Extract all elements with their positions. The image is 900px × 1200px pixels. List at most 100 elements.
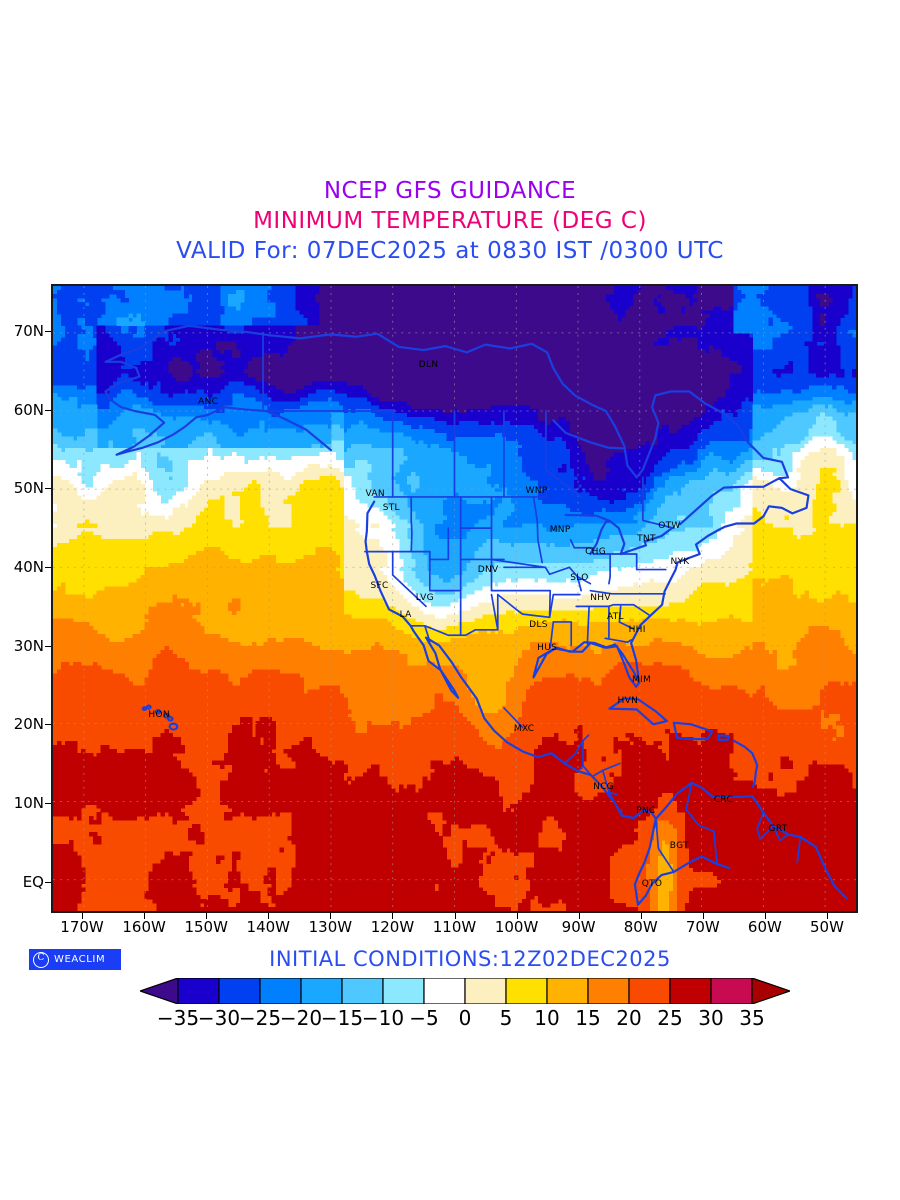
- x-tick: [144, 913, 146, 919]
- y-tick: [45, 724, 51, 726]
- colorbar-tick-label: −20: [279, 1006, 323, 1030]
- y-tick-label: 50N: [13, 479, 44, 498]
- y-tick-label: 70N: [13, 322, 44, 341]
- city-label-hvn: HVN: [617, 696, 639, 707]
- x-tick: [268, 913, 270, 919]
- weaclim-logo: C WEACLIM: [29, 949, 121, 970]
- city-label-dls: DLS: [529, 619, 548, 630]
- y-tick-label: 40N: [13, 558, 44, 577]
- x-tick-label: 80W: [623, 918, 658, 936]
- y-tick-label: 20N: [13, 715, 44, 734]
- y-tick: [45, 881, 51, 883]
- city-label-otw: OTW: [658, 520, 681, 531]
- x-tick-label: 130W: [308, 918, 353, 936]
- title-line-valid-time: VALID For: 07DEC2025 at 0830 IST /0300 U…: [176, 238, 724, 264]
- city-label-dnv: DNV: [477, 564, 499, 575]
- city-label-la: LA: [399, 609, 412, 620]
- x-tick-label: 170W: [60, 918, 104, 936]
- x-tick-label: 120W: [370, 918, 415, 936]
- y-tick: [45, 488, 51, 490]
- colorbar-tick-labels: −35 −30 −25 −20 −15 −10 −5 0 5 10 15 20 25 30 35: [140, 1006, 790, 1030]
- initial-conditions-label: INITIAL CONDITIONS:12Z02DEC2025: [269, 947, 671, 971]
- map-plot-area[interactable]: ANC DLN VAN STL WNP MNP CHG TNT OTW NYK DNV SLO NHV A…: [51, 284, 858, 913]
- city-label-hus: HUS: [537, 643, 558, 654]
- x-tick-label: 60W: [747, 918, 782, 936]
- y-tick: [45, 802, 51, 804]
- city-label-bgt: BGT: [669, 840, 689, 851]
- colorbar-tick-label: 30: [698, 1006, 724, 1030]
- city-label-mim: MIM: [631, 674, 652, 685]
- city-label-hhi: HHI: [628, 624, 646, 635]
- x-tick: [454, 913, 456, 919]
- city-label-pnc: PNC: [636, 806, 656, 817]
- city-label-sfc: SFC: [370, 580, 389, 591]
- city-label-atl: ATL: [606, 612, 624, 622]
- city-label-qto: QTO: [641, 878, 663, 889]
- x-tick-label: 50W: [809, 918, 844, 936]
- y-tick: [45, 645, 51, 647]
- city-label-stl: STL: [382, 502, 400, 513]
- x-tick-label: 140W: [246, 918, 290, 936]
- colorbar-tick-label: 5: [499, 1006, 513, 1030]
- x-tick: [764, 913, 766, 919]
- colorbar-tick-label: 0: [458, 1006, 472, 1030]
- title-line-model: NCEP GFS GUIDANCE: [323, 178, 577, 204]
- city-label-ncg: NCG: [593, 781, 615, 792]
- y-tick-label: 30N: [13, 636, 44, 655]
- city-label-anc: ANC: [198, 397, 219, 408]
- x-tick: [392, 913, 394, 919]
- x-tick-label: 100W: [494, 918, 539, 936]
- colorbar-tick-label: 35: [739, 1006, 765, 1030]
- city-label-dln: DLN: [418, 359, 439, 370]
- weaclim-logo-label: WEACLIM: [54, 954, 106, 965]
- copyright-icon: C: [33, 951, 49, 968]
- colorbar[interactable]: [140, 978, 790, 1004]
- title-block: NCEP GFS GUIDANCE MINIMUM TEMPERATURE (D…: [0, 180, 900, 263]
- city-label-grt: GRT: [768, 824, 788, 835]
- x-tick-label: 160W: [122, 918, 166, 936]
- x-tick: [702, 913, 704, 919]
- city-label-mnp: MNP: [549, 524, 571, 535]
- city-label-chg: CHG: [585, 546, 607, 557]
- colorbar-tick-label: 15: [575, 1006, 601, 1030]
- colorbar-tick-label: −10: [361, 1006, 405, 1030]
- colorbar-tick-label: 25: [657, 1006, 683, 1030]
- city-label-wnp: WNP: [525, 486, 548, 497]
- y-tick: [45, 331, 51, 333]
- x-tick-label: 150W: [184, 918, 228, 936]
- x-tick: [330, 913, 332, 919]
- colorbar-tick-label: −5: [409, 1006, 439, 1030]
- x-tick: [516, 913, 518, 919]
- colorbar-tick-label: −25: [238, 1006, 282, 1030]
- y-tick-label: EQ: [22, 872, 44, 891]
- x-tick-label: 90W: [561, 918, 596, 936]
- colorbar-tick-label: −30: [197, 1006, 241, 1030]
- y-tick-label: 60N: [13, 400, 44, 419]
- temperature-contour-field: [53, 286, 856, 911]
- colorbar-tick-label: −35: [156, 1006, 200, 1030]
- colorbar-tick-label: 20: [616, 1006, 642, 1030]
- y-tick: [45, 567, 51, 569]
- city-label-lvg: LVG: [415, 593, 434, 604]
- city-label-mxc: MXC: [513, 724, 535, 735]
- colorbar-swatches: [140, 978, 790, 1004]
- x-tick: [578, 913, 580, 919]
- city-label-van: VAN: [365, 489, 385, 500]
- city-label-nhv: NHV: [590, 593, 611, 604]
- colorbar-tick-label: −15: [320, 1006, 364, 1030]
- city-label-crc: CRC: [713, 795, 734, 806]
- x-tick: [82, 913, 84, 919]
- y-tick: [45, 409, 51, 411]
- title-line-variable: MINIMUM TEMPERATURE (DEG C): [253, 208, 647, 234]
- x-tick-label: 110W: [432, 918, 477, 936]
- x-tick: [206, 913, 208, 919]
- x-tick: [640, 913, 642, 919]
- colorbar-tick-label: 10: [534, 1006, 560, 1030]
- x-tick-label: 70W: [685, 918, 720, 936]
- x-tick: [826, 913, 828, 919]
- city-label-hon: HON: [148, 710, 170, 721]
- city-label-tnt: TNT: [637, 534, 656, 545]
- city-label-slo: SLO: [570, 573, 589, 584]
- city-label-nyk: NYK: [670, 556, 690, 567]
